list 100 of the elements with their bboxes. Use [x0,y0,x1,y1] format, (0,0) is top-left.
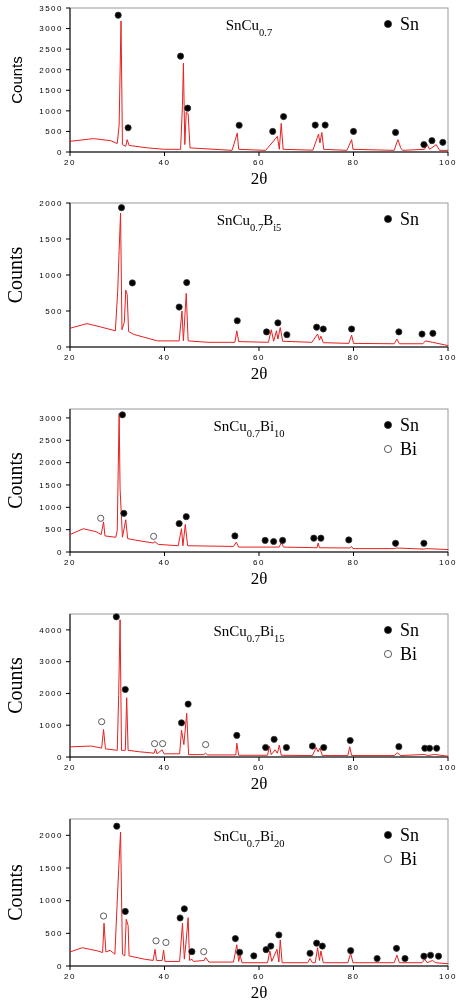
point [348,325,356,333]
point [313,323,321,331]
point [350,127,357,135]
point [175,303,183,311]
y-tick-label: 1500 [39,86,63,96]
point [114,11,122,19]
point [184,104,192,112]
x-tick-label: 60 [253,353,265,362]
point [313,939,321,947]
point [392,539,400,547]
x-tick-label: 80 [347,558,360,567]
point [176,914,184,922]
y-tick-label: 2000 [39,689,63,699]
x-tick-label: 20 [64,972,76,981]
point [177,52,185,60]
point [274,319,282,327]
point [124,124,132,132]
y-tick-label: 1000 [39,503,63,513]
point [426,744,434,752]
x-tick-label: 100 [439,558,457,567]
point [183,279,191,287]
point [97,514,105,522]
text: SnCu$_{0.7}$ [225,17,273,38]
text: SnCu$_{0.7}$Bi$_{10}$ [213,418,285,439]
legend-label: Sn [400,14,420,35]
y-tick-label: 0 [57,752,63,762]
point [121,685,129,693]
x-tick-label: 40 [158,158,171,167]
point [231,935,239,943]
y-tick-label: 1500 [39,480,63,490]
point [306,949,314,957]
point [236,948,244,956]
point [393,944,400,952]
point [200,948,208,956]
y-tick-label: 2500 [39,436,63,446]
x-tick-label: 60 [253,558,265,567]
point [112,613,120,621]
point [283,331,291,339]
point [118,204,125,212]
point [113,822,121,830]
text: SnCu$_{0.7}$Bi$_{15}$ [213,623,285,644]
point [428,137,436,145]
point [182,513,190,521]
point [395,328,403,336]
x-tick-label: 20 [64,558,76,567]
legend-label: Sn [400,415,420,436]
y-axis-title: Counts [4,451,26,509]
point [261,536,269,544]
point [310,534,318,542]
y-tick-label: 0 [57,147,63,157]
x-tick-label: 40 [158,763,171,772]
x-tick-label: 80 [347,158,360,167]
point [270,735,278,743]
point [267,942,275,950]
text: SnCu$_{0.7}$B$_{i5}$ [216,212,282,233]
legend-label: Bi [400,644,418,665]
y-tick-label: 4000 [39,625,63,635]
point [262,743,270,751]
legend-label: Sn [400,825,420,846]
point [263,328,271,336]
point [128,279,136,287]
point [159,740,167,748]
point [233,317,241,325]
point [345,536,353,544]
point [439,138,447,146]
point [121,907,129,915]
point [231,532,239,540]
x-tick-label: 60 [253,158,265,167]
point [401,955,409,962]
y-tick-label: 1000 [39,270,63,280]
y-axis-title: Counts [4,656,26,714]
point [308,742,316,750]
x-tick-label: 80 [347,353,360,362]
x-axis-title: 2θ [250,983,268,1002]
y-axis-title: Counts [4,863,26,921]
point [373,955,381,962]
point [435,952,443,960]
point [320,743,328,751]
point [427,951,435,959]
x-tick-label: 40 [158,558,171,567]
point [420,539,428,547]
point [318,942,326,950]
x-tick-label: 60 [253,763,265,772]
point [347,947,355,955]
y-tick-label: 3000 [39,413,63,423]
x-tick-label: 80 [347,763,360,772]
x-axis-title: 2θ [250,364,268,383]
y-tick-label: 500 [45,929,63,939]
y-tick-label: 500 [45,306,63,316]
point [420,952,428,960]
point [395,743,403,751]
point [346,736,354,744]
x-tick-label: 100 [439,353,457,362]
point [150,532,158,540]
y-tick-label: 1000 [39,106,63,116]
x-tick-label: 20 [64,353,76,362]
y-tick-label: 0 [57,547,63,557]
x-tick-label: 20 [64,158,76,167]
point [151,740,159,748]
point [98,718,106,726]
